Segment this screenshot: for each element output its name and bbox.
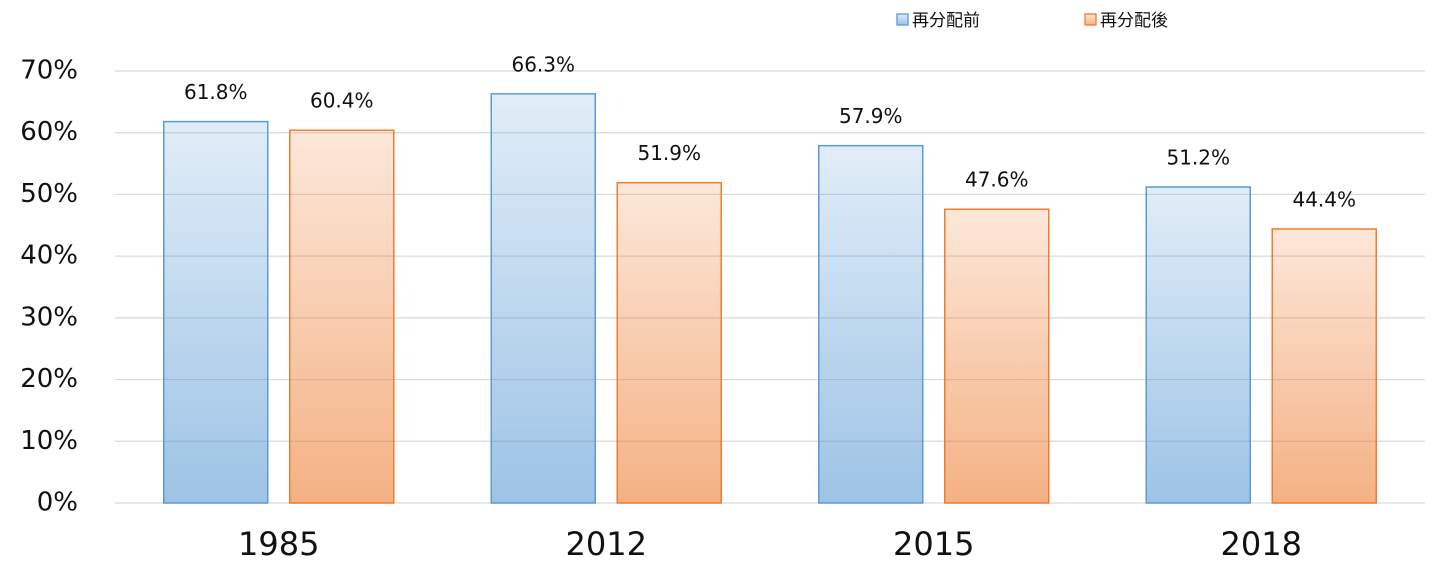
- y-tick-label: 50%: [20, 179, 78, 209]
- x-tick-label: 1985: [238, 525, 319, 563]
- value-label: 51.9%: [637, 141, 701, 165]
- bar: [163, 120, 269, 504]
- y-tick-label: 0%: [37, 488, 78, 518]
- y-tick-label: 70%: [20, 56, 78, 86]
- legend-swatch: [1084, 13, 1097, 26]
- bar: [818, 144, 924, 504]
- value-label: 61.8%: [184, 80, 248, 104]
- legend-label: 再分配後: [1100, 11, 1168, 31]
- value-label: 60.4%: [310, 89, 374, 113]
- x-tick-label: 2012: [566, 525, 647, 563]
- y-tick-label: 30%: [20, 302, 78, 332]
- bar: [490, 93, 596, 504]
- bar: [1145, 186, 1251, 504]
- value-label: 44.4%: [1292, 187, 1356, 211]
- bar: [944, 208, 1050, 504]
- x-tick-label: 2015: [893, 525, 974, 563]
- legend-swatch: [896, 13, 909, 26]
- legend-label: 再分配前: [912, 11, 980, 31]
- value-label: 66.3%: [511, 52, 575, 76]
- y-tick-label: 10%: [20, 426, 78, 456]
- y-tick-label: 60%: [20, 117, 78, 147]
- y-tick-label: 40%: [20, 241, 78, 271]
- value-label: 47.6%: [965, 168, 1029, 192]
- x-tick-label: 2018: [1221, 525, 1302, 563]
- bar: [1271, 228, 1377, 504]
- value-label: 51.2%: [1166, 146, 1230, 170]
- bar: [289, 129, 395, 504]
- y-tick-label: 20%: [20, 364, 78, 394]
- bar: [616, 181, 722, 504]
- value-label: 57.9%: [839, 104, 903, 128]
